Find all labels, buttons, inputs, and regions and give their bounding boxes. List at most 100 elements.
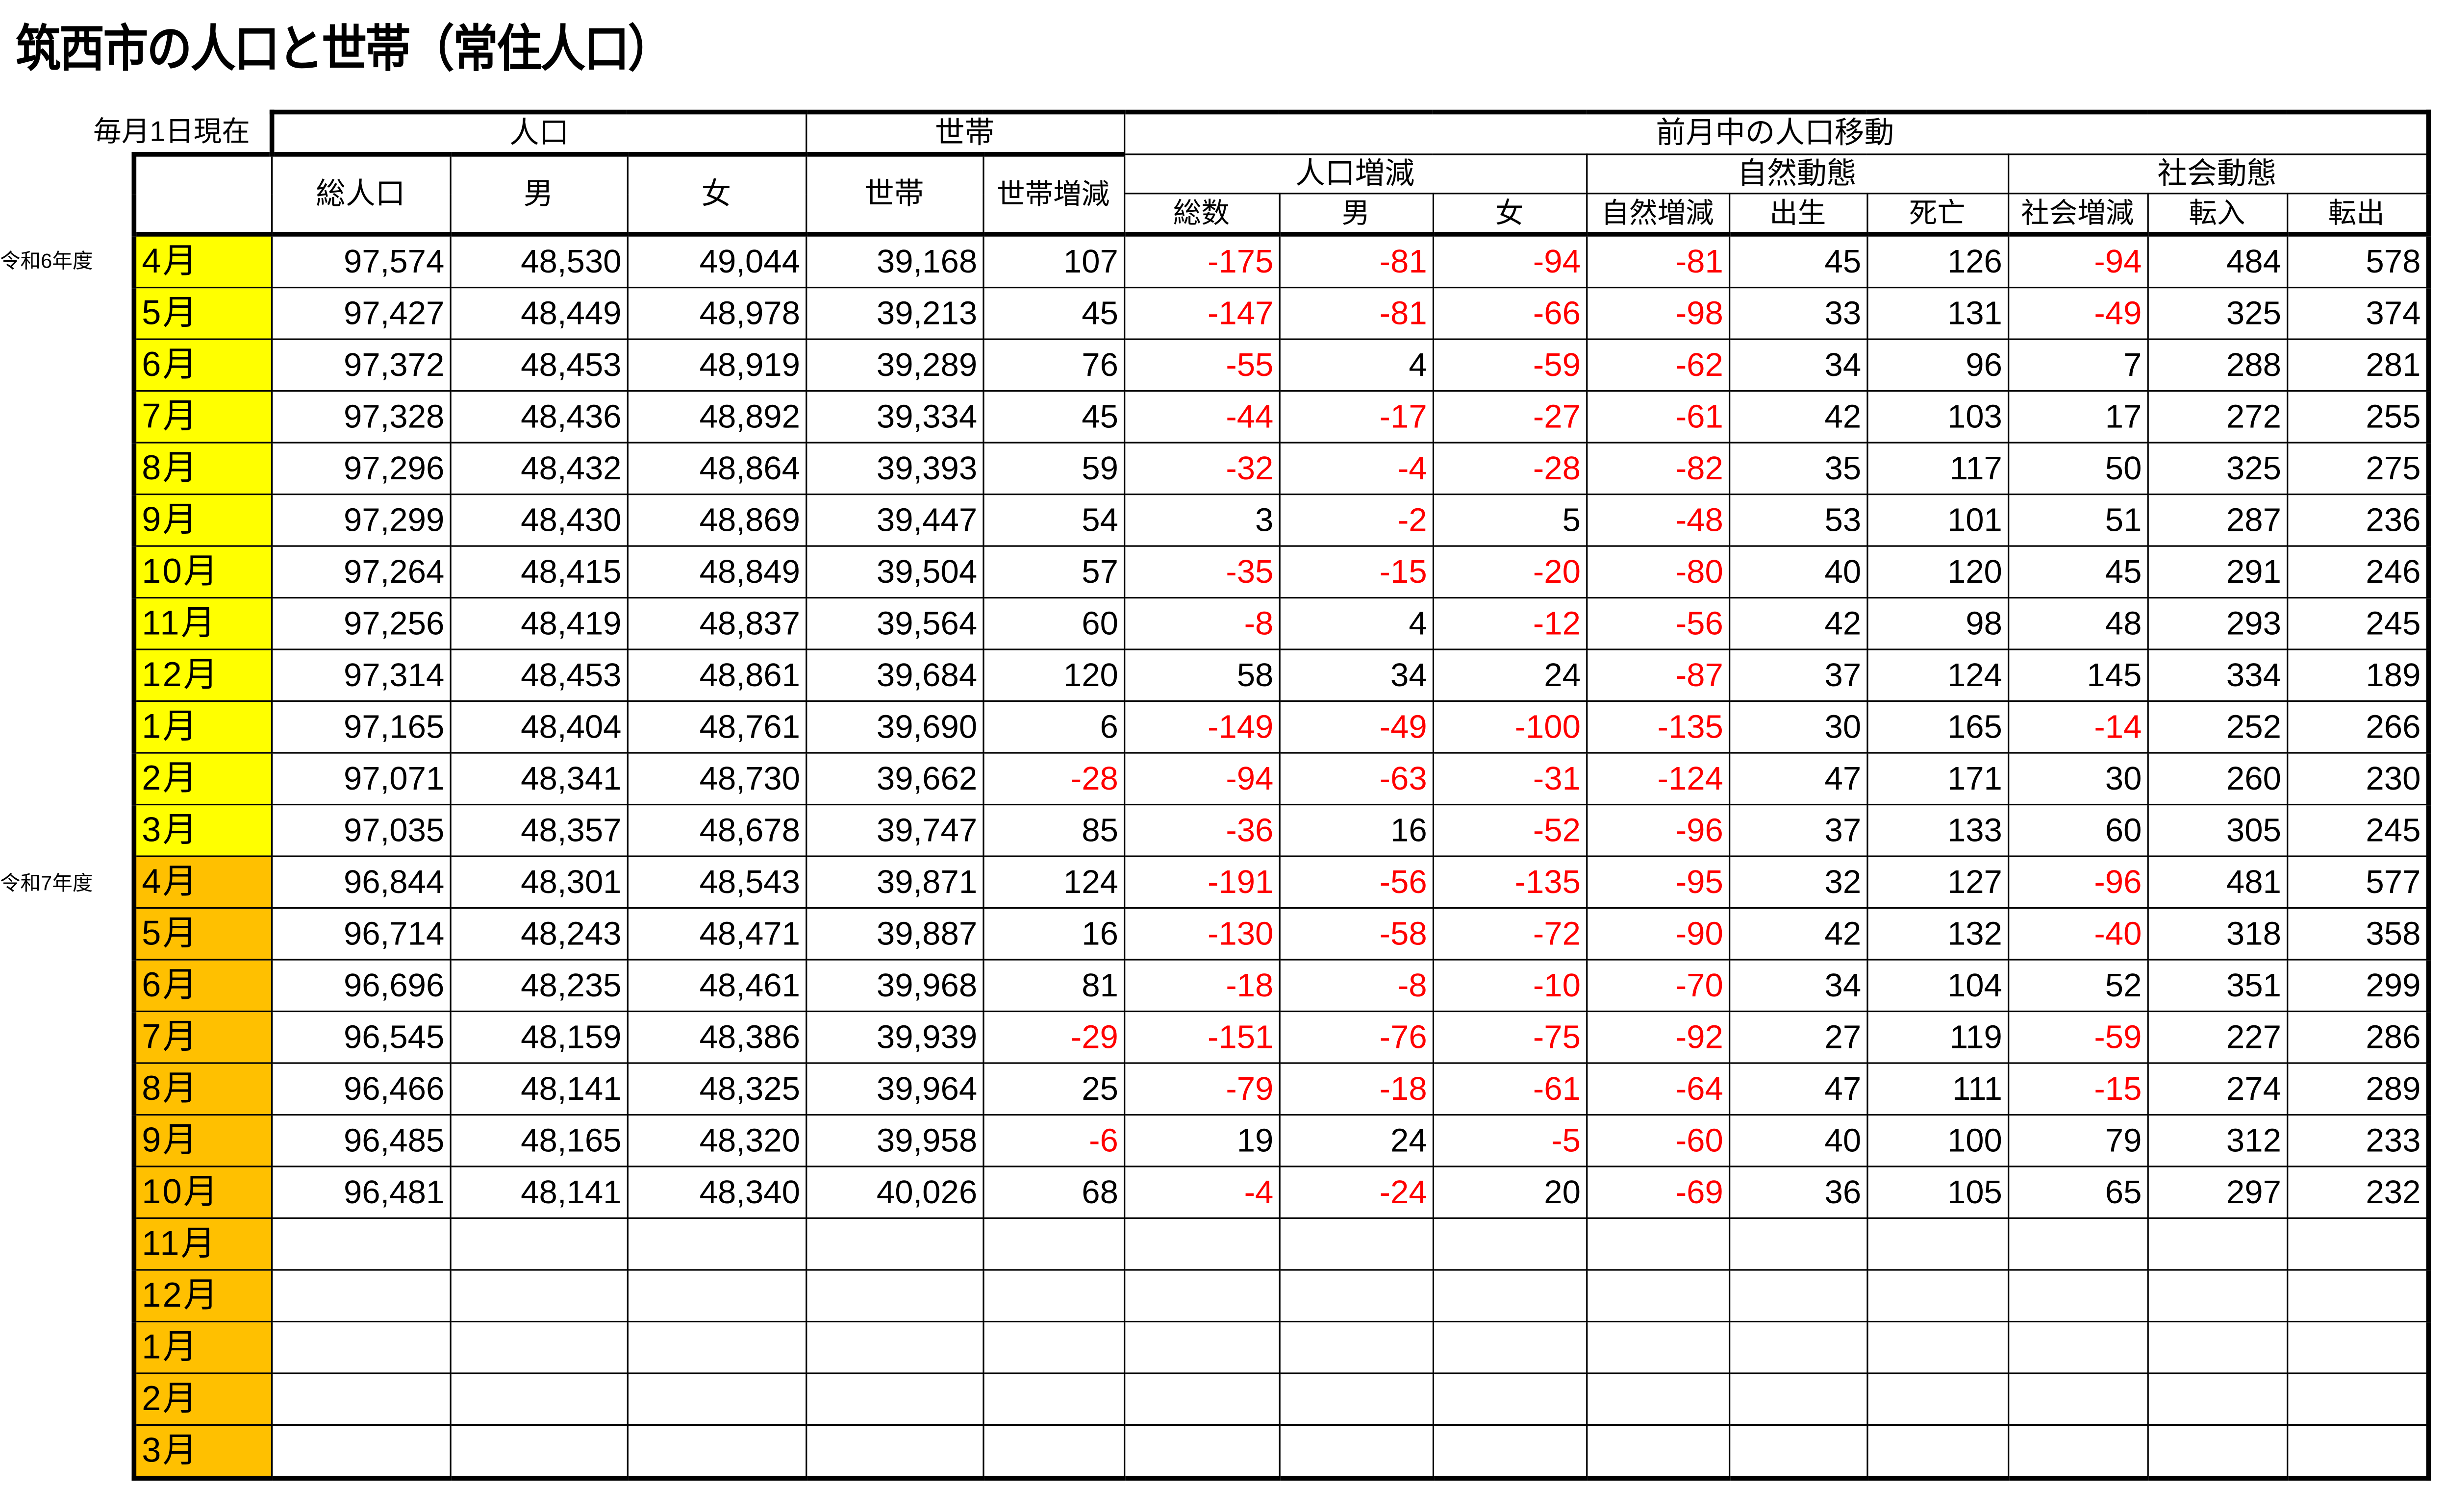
table-row: 令和7年度 4月 96,844 48,301 48,543 39,871 124 -191 -5… <box>0 855 2430 909</box>
month-cell: 9月 <box>130 1114 272 1167</box>
cell-move-in <box>2146 1424 2288 1481</box>
era-spacer <box>0 194 133 234</box>
population-table: 毎月1日現在 人口 世帯 前月中の人口移動 総人口 男 女 世帯 世帯増減 人口… <box>0 109 2430 1481</box>
cell-pop-change-total: -149 <box>1123 700 1280 754</box>
cell-female <box>626 1269 807 1323</box>
month-cell: 5月 <box>130 287 272 340</box>
subheader-male: 男 <box>1278 193 1434 235</box>
cell-deaths: 104 <box>1865 959 2009 1013</box>
as-of-label: 毎月1日現在 <box>93 116 250 148</box>
cell-move-in: 481 <box>2146 855 2288 909</box>
cell-births: 32 <box>1728 855 1867 909</box>
cell-pop-change-male: -2 <box>1278 493 1434 547</box>
cell-female: 48,471 <box>626 907 807 961</box>
table-row: 1月 97,165 48,404 48,761 39,690 6 -149 -49 -100 -1… <box>0 700 2430 754</box>
header-household: 世帯 <box>805 152 983 235</box>
cell-pop-change-female <box>1432 1372 1587 1426</box>
cell-pop-change-total <box>1123 1320 1280 1374</box>
page-title: 筑西市の人口と世帯（常住人口） <box>15 20 673 77</box>
cell-female: 48,325 <box>626 1062 807 1116</box>
cell-household-change: 16 <box>982 907 1125 961</box>
cell-natural-change: -98 <box>1585 287 1730 340</box>
cell-natural-change: -124 <box>1585 752 1730 806</box>
table-row: 令和6年度 4月 97,574 48,530 49,044 39,168 107 -175 -8… <box>0 232 2430 289</box>
cell-male: 48,341 <box>449 752 628 806</box>
cell-social-change: -94 <box>2007 232 2148 289</box>
cell-total-pop: 97,299 <box>270 493 451 547</box>
cell-household-change: 76 <box>982 338 1125 392</box>
cell-female: 48,543 <box>626 855 807 909</box>
month-cell: 1月 <box>130 700 272 754</box>
cell-household-change: 45 <box>982 287 1125 340</box>
cell-social-change: 79 <box>2007 1114 2148 1167</box>
table-row: 1月 <box>0 1320 2430 1374</box>
cell-natural-change: -96 <box>1585 803 1730 857</box>
cell-male <box>449 1320 628 1374</box>
cell-move-in: 287 <box>2146 493 2288 547</box>
cell-deaths: 132 <box>1865 907 2009 961</box>
cell-total-pop: 96,714 <box>270 907 451 961</box>
cell-female: 48,869 <box>626 493 807 547</box>
cell-female: 48,340 <box>626 1165 807 1219</box>
cell-total-pop: 96,481 <box>270 1165 451 1219</box>
cell-pop-change-total <box>1123 1424 1280 1481</box>
cell-births: 27 <box>1728 1010 1867 1064</box>
cell-male: 48,419 <box>449 596 628 650</box>
cell-household-change: 6 <box>982 700 1125 754</box>
subheader-move-out: 転出 <box>2286 193 2430 235</box>
cell-female: 48,978 <box>626 287 807 340</box>
cell-natural-change: -56 <box>1585 596 1730 650</box>
cell-female: 48,320 <box>626 1114 807 1167</box>
cell-female: 48,892 <box>626 390 807 444</box>
cell-households: 39,887 <box>805 907 983 961</box>
cell-births: 34 <box>1728 338 1867 392</box>
cell-move-out: 232 <box>2286 1165 2430 1219</box>
cell-move-in: 272 <box>2146 390 2288 444</box>
cell-male: 48,159 <box>449 1010 628 1064</box>
cell-social-change: -96 <box>2007 855 2148 909</box>
cell-female: 48,919 <box>626 338 807 392</box>
cell-births: 42 <box>1728 907 1867 961</box>
fiscal-year-label <box>0 1063 133 1115</box>
cell-social-change: 60 <box>2007 803 2148 857</box>
cell-deaths: 117 <box>1865 442 2009 496</box>
cell-pop-change-total: -151 <box>1123 1010 1280 1064</box>
cell-female <box>626 1372 807 1426</box>
cell-deaths: 105 <box>1865 1165 2009 1219</box>
cell-total-pop: 97,165 <box>270 700 451 754</box>
cell-natural-change: -48 <box>1585 493 1730 547</box>
cell-household-change: 57 <box>982 545 1125 599</box>
month-cell: 1月 <box>130 1320 272 1374</box>
cell-deaths: 127 <box>1865 855 2009 909</box>
cell-move-in: 288 <box>2146 338 2288 392</box>
cell-male: 48,453 <box>449 338 628 392</box>
cell-move-in: 293 <box>2146 596 2288 650</box>
cell-pop-change-male: -4 <box>1278 442 1434 496</box>
table-row: 5月 96,714 48,243 48,471 39,887 16 -130 -58 -72 -9… <box>0 907 2430 961</box>
cell-move-in: 252 <box>2146 700 2288 754</box>
cell-births: 30 <box>1728 700 1867 754</box>
cell-move-out <box>2286 1269 2430 1323</box>
cell-move-out: 374 <box>2286 287 2430 340</box>
cell-pop-change-male: -8 <box>1278 959 1434 1013</box>
cell-total-pop: 96,545 <box>270 1010 451 1064</box>
cell-deaths: 100 <box>1865 1114 2009 1167</box>
table-row: 12月 <box>0 1269 2430 1323</box>
cell-household-change: 45 <box>982 390 1125 444</box>
cell-social-change <box>2007 1424 2148 1481</box>
cell-pop-change-total: -94 <box>1123 752 1280 806</box>
month-cell: 9月 <box>130 493 272 547</box>
cell-births: 40 <box>1728 1114 1867 1167</box>
cell-pop-change-female: -135 <box>1432 855 1587 909</box>
cell-pop-change-total: -32 <box>1123 442 1280 496</box>
fiscal-year-label <box>0 1115 133 1166</box>
cell-pop-change-female <box>1432 1217 1587 1271</box>
cell-household-change <box>982 1424 1125 1481</box>
cell-natural-change: -60 <box>1585 1114 1730 1167</box>
cell-total-pop: 97,427 <box>270 287 451 340</box>
cell-households: 39,968 <box>805 959 983 1013</box>
fiscal-year-label <box>0 1012 133 1063</box>
cell-social-change <box>2007 1269 2148 1323</box>
cell-births: 47 <box>1728 752 1867 806</box>
header-movement: 前月中の人口移動 <box>1123 109 2430 155</box>
